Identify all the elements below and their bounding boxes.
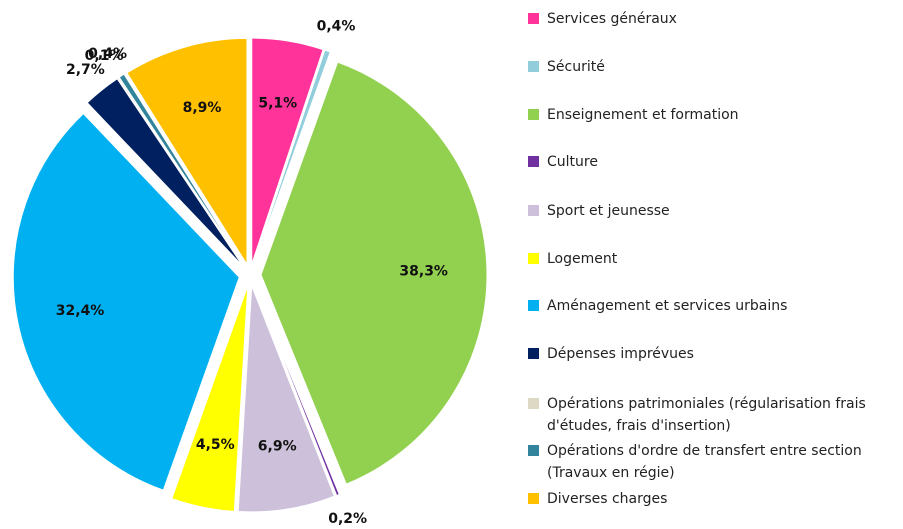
pie-slice: [126, 37, 248, 267]
legend-label: Enseignement et formation: [547, 107, 739, 123]
legend-label: Diverses charges: [547, 491, 668, 507]
legend-label: Logement: [547, 251, 618, 267]
legend-swatch: [528, 445, 539, 456]
legend-swatch: [528, 300, 539, 311]
legend-item: Diverses charges: [528, 488, 898, 510]
legend-label: Aménagement et services urbains: [547, 298, 788, 314]
data-label: 0,2%: [328, 511, 367, 527]
legend-item: Services généraux: [528, 8, 898, 30]
pie-slice: [253, 285, 340, 497]
pie-slice: [260, 61, 488, 485]
legend-swatch: [528, 13, 539, 24]
data-label: 38,3%: [399, 263, 448, 279]
legend-label: Sécurité: [547, 59, 605, 75]
pie-chart: 5,1%0,4%38,3%0,2%6,9%4,5%32,4%2,7%0,1%0,…: [12, 18, 488, 527]
data-label: 8,9%: [183, 100, 222, 116]
legend-item: Logement: [528, 248, 898, 270]
data-label: 5,1%: [258, 96, 297, 112]
legend-item: Sport et jeunesse: [528, 200, 898, 222]
data-label: 2,7%: [66, 62, 105, 78]
legend-swatch: [528, 348, 539, 359]
legend-item: Enseignement et formation: [528, 104, 898, 126]
legend-label: Dépenses imprévues: [547, 346, 694, 362]
legend-swatch: [528, 156, 539, 167]
data-label: 0,4%: [88, 46, 127, 62]
pie-slice: [12, 112, 240, 491]
legend-item: Culture: [528, 151, 898, 173]
data-label: 6,9%: [258, 439, 297, 455]
data-label: 0,1%: [85, 48, 124, 64]
pie-slice: [251, 37, 324, 265]
data-label: 0,4%: [317, 18, 356, 34]
pie-slice: [171, 285, 249, 512]
data-label: 32,4%: [56, 303, 105, 319]
legend-item: Opérations patrimoniales (régularisation…: [528, 393, 898, 437]
pie-slice: [86, 78, 244, 267]
legend-swatch: [528, 398, 539, 409]
legend-swatch: [528, 253, 539, 264]
pie-slice: [118, 73, 245, 267]
legend-label: Opérations patrimoniales (régularisation…: [547, 396, 866, 434]
legend-swatch: [528, 493, 539, 504]
legend-swatch: [528, 205, 539, 216]
legend-label: Services généraux: [547, 11, 677, 27]
legend-item: Sécurité: [528, 56, 898, 78]
pie-slice: [253, 49, 331, 265]
legend-item: Dépenses imprévues: [528, 343, 898, 365]
legend-swatch: [528, 61, 539, 72]
data-label: 4,5%: [196, 437, 235, 453]
legend-item: Opérations d'ordre de transfert entre se…: [528, 440, 898, 484]
pie-slice: [237, 285, 335, 513]
legend-swatch: [528, 109, 539, 120]
legend-label: Sport et jeunesse: [547, 203, 670, 219]
legend-item: Aménagement et services urbains: [528, 295, 898, 317]
legend-label: Culture: [547, 154, 598, 170]
legend-label: Opérations d'ordre de transfert entre se…: [547, 443, 862, 481]
